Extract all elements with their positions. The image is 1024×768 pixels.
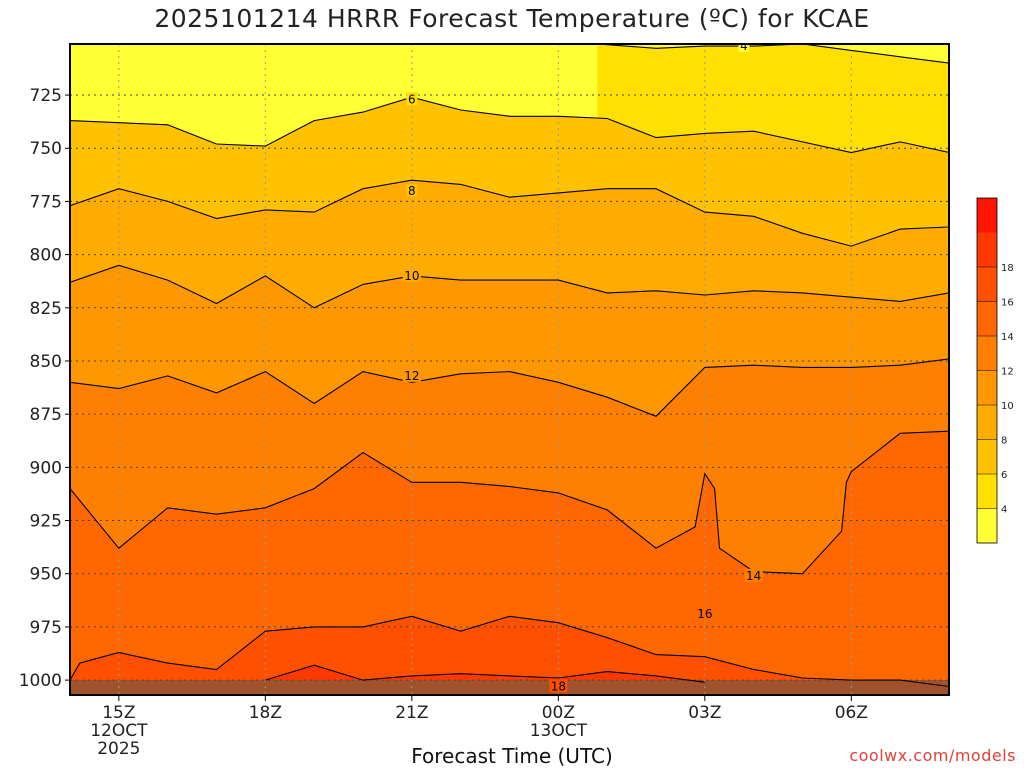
- x-axis-label: Forecast Time (UTC): [411, 744, 613, 768]
- colorbar-swatch-7: [977, 267, 997, 302]
- y-tick-label-775: 775: [30, 192, 62, 212]
- colorbar-swatch-6: [977, 301, 997, 336]
- colorbar-label-18: 18: [1001, 263, 1014, 274]
- contour-label-4: 4: [740, 39, 748, 53]
- y-tick-label-750: 750: [30, 139, 62, 159]
- contour-line-14: [70, 430, 949, 575]
- y-tick-label-850: 850: [30, 352, 62, 372]
- contour-label-8: 8: [408, 184, 416, 198]
- contour-line-12: [70, 358, 949, 417]
- contour-line-16: [70, 615, 949, 688]
- colorbar-swatch-8: [977, 232, 997, 267]
- contour-line-18: [265, 664, 705, 683]
- contour-label-10: 10: [404, 269, 419, 283]
- x-tick-label-18Z: 18Z: [249, 703, 282, 723]
- y-tick-label-825: 825: [30, 299, 62, 319]
- colorbar-label-6: 6: [1001, 470, 1007, 481]
- x-tick-label-15Z: 15Z: [102, 703, 135, 723]
- credit-link[interactable]: coolwx.com/models: [849, 746, 1016, 765]
- contour-label-18: 18: [551, 679, 566, 693]
- colorbar-swatch-3: [977, 405, 997, 440]
- x-tick-label-00Z: 00Z: [542, 703, 575, 723]
- contour-line-4: [597, 44, 949, 64]
- x-tick-label-06Z: 06Z: [835, 703, 868, 723]
- contour-label-12: 12: [404, 369, 419, 383]
- y-tick-label-925: 925: [30, 512, 62, 532]
- colorbar-label-4: 4: [1001, 505, 1007, 516]
- x-tick-label-21Z: 21Z: [395, 703, 428, 723]
- colorbar-label-10: 10: [1001, 401, 1014, 412]
- contour-label-bg-10: [402, 268, 421, 282]
- contour-label-bg-18: [549, 679, 568, 693]
- colorbar-label-8: 8: [1001, 436, 1007, 447]
- contour-label-bg-4: [738, 44, 750, 53]
- x-tick-label-13OCT: 13OCT: [530, 721, 588, 741]
- y-tick-label-975: 975: [30, 618, 62, 638]
- colorbar-swatch-5: [977, 336, 997, 371]
- contour-label-6: 6: [408, 92, 416, 106]
- colorbar-swatch-0: [977, 508, 997, 543]
- colorbar-label-16: 16: [1001, 298, 1014, 309]
- x-tick-label-03Z: 03Z: [688, 703, 721, 723]
- chart-title: 2025101214 HRRR Forecast Temperature (ºC…: [154, 4, 870, 33]
- colorbar-swatch-1: [977, 474, 997, 509]
- colorbar-label-12: 12: [1001, 367, 1014, 378]
- contour-line-6: [70, 96, 949, 154]
- y-tick-label-950: 950: [30, 565, 62, 585]
- plot-frame: [69, 43, 950, 696]
- colorbar-label-14: 14: [1001, 332, 1014, 343]
- y-tick-label-800: 800: [30, 246, 62, 266]
- contour-label-bg-6: [406, 92, 418, 106]
- x-tick-label-2025: 2025: [97, 739, 140, 759]
- y-tick-label-1000: 1000: [19, 671, 62, 691]
- contour-label-bg-14: [744, 568, 763, 582]
- contour-label-bg-12: [402, 368, 421, 382]
- y-tick-label-875: 875: [30, 405, 62, 425]
- colorbar-swatch-2: [977, 439, 997, 474]
- colorbar-swatch-9: [977, 198, 997, 233]
- y-tick-label-725: 725: [30, 86, 62, 106]
- x-tick-label-12OCT: 12OCT: [90, 721, 148, 741]
- contour-label-bg-8: [406, 183, 418, 197]
- colorbar-swatch-4: [977, 370, 997, 405]
- contour-line-8: [70, 179, 949, 247]
- contour-line-10: [70, 264, 949, 309]
- contour-label-14: 14: [746, 569, 761, 583]
- ground-surface: [70, 680, 949, 695]
- contour-label-bg-16: [695, 607, 714, 621]
- y-tick-label-900: 900: [30, 458, 62, 478]
- contour-label-16: 16: [697, 607, 712, 621]
